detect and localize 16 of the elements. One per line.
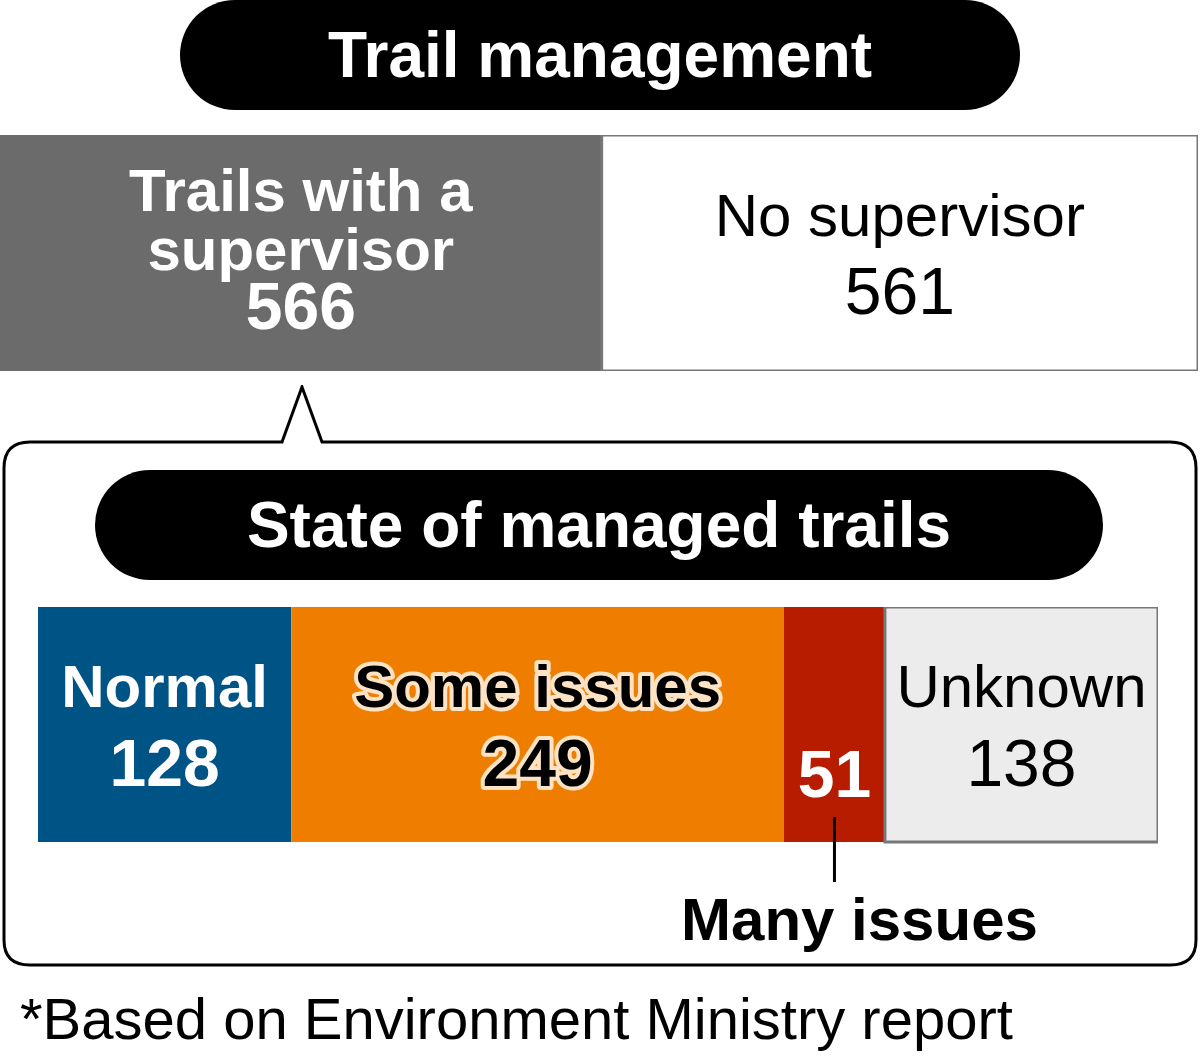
bar	[883, 607, 1158, 844]
series-label: Unknown	[896, 653, 1147, 721]
data-label: 561	[844, 254, 955, 329]
chart-title: Trail management	[180, 0, 1020, 110]
chart-title: State of managed trails	[95, 470, 1103, 580]
series-label: Normal	[61, 653, 268, 721]
data-label: 128	[109, 725, 220, 800]
bar	[784, 607, 885, 842]
data-label: 249	[482, 725, 593, 800]
series-label: Trails with a supervisor	[129, 156, 474, 283]
data-label: 138	[966, 725, 1077, 800]
text: *Based on Environment Ministry report	[20, 985, 1013, 1052]
series-label: No supervisor	[714, 181, 1085, 249]
series-label: Many issues	[681, 886, 1038, 953]
series-label: Some issues	[354, 653, 722, 721]
data-label: 51	[797, 737, 872, 811]
